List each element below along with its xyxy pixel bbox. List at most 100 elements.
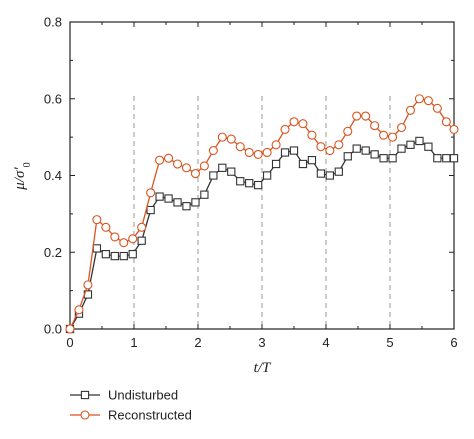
- y-tick-label: 0.8: [44, 15, 62, 30]
- x-tick-label: 2: [194, 335, 201, 350]
- point-reconstructed: [307, 130, 317, 140]
- x-tick-label: 0: [66, 335, 73, 350]
- x-tick-label: 3: [258, 335, 265, 350]
- point-reconstructed: [325, 146, 335, 156]
- point-reconstructed: [155, 155, 165, 165]
- y-axis-title: μ/σ′0: [12, 162, 33, 190]
- point-reconstructed: [271, 140, 281, 150]
- plot-frame: [69, 21, 455, 330]
- legend-marker-reconstructed: [80, 410, 90, 420]
- point-reconstructed: [146, 188, 156, 198]
- point-reconstructed: [226, 134, 236, 144]
- y-tick-label: 0.0: [44, 322, 62, 337]
- point-reconstructed: [137, 222, 147, 232]
- point-reconstructed: [334, 140, 344, 150]
- point-undisturbed: [334, 167, 343, 176]
- point-undisturbed: [271, 159, 281, 169]
- point-reconstructed: [217, 132, 227, 142]
- y-tick-label: 0.2: [44, 245, 62, 260]
- point-undisturbed: [370, 150, 379, 159]
- point-undisturbed: [227, 167, 236, 176]
- point-undisturbed: [92, 244, 102, 253]
- x-tick-label: 4: [322, 335, 329, 350]
- point-undisturbed: [173, 198, 182, 207]
- point-reconstructed: [92, 215, 102, 225]
- point-undisturbed: [280, 148, 290, 157]
- series-layer: [65, 94, 459, 334]
- point-undisturbed: [424, 142, 433, 151]
- point-undisturbed: [254, 180, 263, 190]
- axis-ticks: 0 1 2 3 4 5 6 0.0 0.2 0.4 0.6 0.8: [44, 15, 458, 351]
- point-undisturbed: [325, 171, 334, 180]
- point-reconstructed: [289, 117, 299, 127]
- point-undisturbed: [442, 154, 451, 163]
- point-reconstructed: [352, 111, 362, 121]
- point-reconstructed: [414, 94, 424, 104]
- point-undisturbed: [289, 146, 299, 155]
- point-reconstructed: [119, 238, 129, 248]
- point-reconstructed: [172, 159, 183, 169]
- legend-label-reconstructed: Reconstructed: [108, 408, 192, 423]
- point-undisturbed: [245, 179, 254, 188]
- point-reconstructed: [449, 124, 459, 134]
- point-reconstructed: [83, 280, 93, 290]
- point-reconstructed: [370, 121, 380, 131]
- point-undisturbed: [262, 171, 272, 180]
- point-undisturbed: [352, 144, 361, 153]
- point-undisturbed: [110, 251, 119, 261]
- x-tick-label: 6: [450, 335, 457, 350]
- point-reconstructed: [101, 222, 111, 232]
- point-reconstructed: [361, 111, 371, 121]
- point-undisturbed: [388, 154, 397, 163]
- point-reconstructed: [235, 142, 245, 152]
- x-axis-title: t/T: [254, 360, 272, 376]
- point-undisturbed: [307, 156, 317, 165]
- point-undisturbed: [406, 140, 415, 149]
- point-reconstructed: [262, 147, 272, 158]
- point-undisturbed: [218, 163, 227, 172]
- y-tick-label: 0.4: [44, 168, 62, 183]
- point-reconstructed: [405, 105, 416, 115]
- point-reconstructed: [110, 232, 120, 242]
- point-undisturbed: [146, 205, 155, 215]
- point-undisturbed: [449, 154, 459, 163]
- y-tick-label: 0.6: [44, 91, 62, 106]
- point-undisturbed: [155, 192, 164, 201]
- point-undisturbed: [361, 146, 370, 155]
- point-undisturbed: [182, 202, 191, 211]
- point-undisturbed: [397, 144, 406, 153]
- point-reconstructed: [181, 163, 192, 173]
- point-reconstructed: [65, 324, 75, 334]
- point-undisturbed: [128, 250, 137, 259]
- point-undisturbed: [101, 250, 110, 259]
- point-undisturbed: [164, 194, 173, 203]
- point-reconstructed: [199, 161, 209, 171]
- point-undisturbed: [415, 136, 424, 146]
- point-reconstructed: [208, 146, 218, 156]
- point-reconstructed: [253, 149, 263, 159]
- point-reconstructed: [244, 147, 254, 158]
- point-reconstructed: [396, 122, 407, 133]
- point-undisturbed: [343, 152, 352, 161]
- legend-label-undisturbed: Undisturbed: [108, 388, 178, 403]
- point-reconstructed: [343, 126, 353, 136]
- point-undisturbed: [137, 236, 146, 245]
- point-undisturbed: [119, 251, 128, 261]
- legend-marker-undisturbed: [80, 390, 90, 400]
- point-undisturbed: [316, 169, 326, 178]
- x-tick-label: 5: [386, 335, 393, 350]
- point-undisturbed: [298, 159, 308, 169]
- point-undisturbed: [191, 198, 200, 207]
- point-reconstructed: [379, 130, 389, 140]
- legend: Undisturbed Reconstructed: [70, 388, 192, 423]
- point-reconstructed: [388, 132, 398, 142]
- point-reconstructed: [432, 103, 442, 113]
- point-reconstructed: [316, 142, 326, 152]
- point-reconstructed: [298, 119, 308, 129]
- point-reconstructed: [280, 124, 290, 134]
- point-undisturbed: [379, 154, 388, 163]
- point-reconstructed: [74, 305, 84, 315]
- point-reconstructed: [164, 153, 174, 163]
- point-undisturbed: [236, 177, 245, 186]
